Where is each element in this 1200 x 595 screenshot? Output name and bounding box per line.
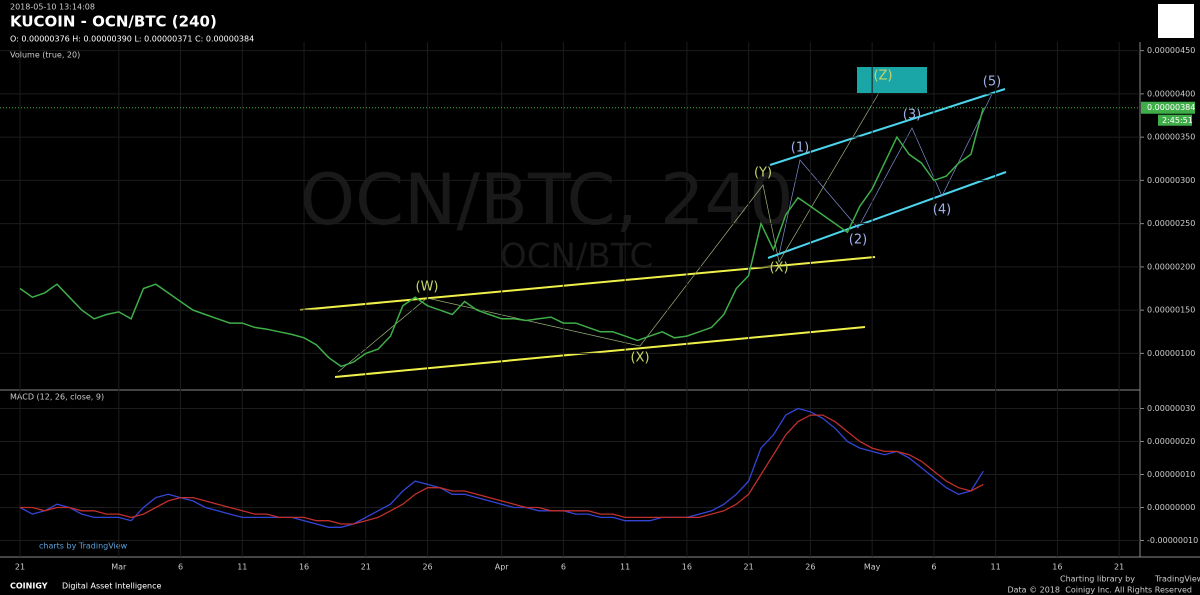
x-tick-label: 21 [1114, 563, 1124, 572]
y-tick-label: -0.00000010 [1147, 536, 1198, 545]
x-tick-label: 11 [991, 563, 1001, 572]
library-name: TradingView [1154, 575, 1200, 584]
y-tick-label: 0.00000010 [1147, 470, 1195, 479]
x-tick-label: 21 [15, 563, 25, 572]
library-credit: Charting library by [1060, 575, 1135, 584]
rights: Coinigy Inc. All Rights Reserved [1065, 586, 1192, 595]
macd-label: MACD (12, 26, close, 9) [10, 393, 104, 402]
y-tick-label: 0.00000400 [1147, 89, 1195, 98]
wave-label: (W) [416, 280, 439, 295]
x-tick-label: May [864, 563, 881, 572]
volume-label: Volume (true, 20) [10, 51, 80, 60]
x-tick-label: 21 [744, 563, 754, 572]
y-tick-label: 0.00000020 [1147, 437, 1195, 446]
chart-title: KUCOIN - OCN/BTC (240) [10, 13, 217, 31]
brand-tagline: Digital Asset Intelligence [62, 582, 162, 591]
wave-label: (2) [849, 233, 867, 248]
menu-button[interactable] [1158, 4, 1194, 38]
x-tick-label: 6 [178, 563, 183, 572]
wave-label: (X) [769, 261, 788, 276]
x-tick-label: 26 [422, 563, 432, 572]
y-tick-label: 0.00000450 [1147, 46, 1195, 55]
brand: COINIGY [10, 582, 48, 591]
wave-label: (5) [983, 75, 1001, 90]
trend-line [334, 326, 866, 378]
wave-label: (Y) [754, 166, 772, 181]
last-price-box [1141, 101, 1195, 114]
x-tick-label: 16 [1052, 563, 1062, 572]
y-tick-label: 0.00000100 [1147, 349, 1195, 358]
x-tick-label: 11 [237, 563, 247, 572]
x-tick-label: 11 [620, 563, 630, 572]
y-tick-label: 0.00000000 [1147, 503, 1195, 512]
wave-label: (3) [903, 108, 921, 123]
countdown-box [1158, 114, 1192, 126]
y-tick-label: 0.00000350 [1147, 133, 1195, 142]
y-tick-label: 0.00000200 [1147, 262, 1195, 271]
y-tick-label: 0.00000030 [1147, 404, 1195, 413]
trend-line [299, 256, 876, 311]
last-price-label: 0.00000384 [1147, 103, 1195, 112]
indicator-line [20, 414, 984, 525]
watermark: OCN/BTC, 240 [300, 159, 794, 241]
y-tick-label: 0.00000150 [1147, 306, 1195, 315]
y-tick-label: 0.00000250 [1147, 219, 1195, 228]
watermark-sub: OCN/BTC [500, 237, 653, 277]
ohlc: O: 0.00000376 H: 0.00000390 L: 0.0000037… [10, 35, 254, 44]
countdown: 2:45:51 [1162, 116, 1193, 125]
x-tick-label: 6 [931, 563, 936, 572]
wave-label: (4) [933, 203, 951, 218]
x-tick-label: 16 [299, 563, 309, 572]
channel-line [769, 88, 1006, 166]
price-line [19, 107, 985, 368]
wave-path [778, 93, 993, 256]
x-tick-label: 26 [805, 563, 815, 572]
x-tick-label: 21 [361, 563, 371, 572]
wave-label: (Z) [873, 69, 892, 84]
tv-credit: charts by TradingView [39, 542, 128, 551]
wave-label: (X) [630, 351, 649, 366]
channel-line [767, 171, 1007, 259]
x-tick-label: 6 [561, 563, 566, 572]
x-tick-label: Apr [495, 563, 510, 572]
x-tick-label: 16 [682, 563, 692, 572]
y-tick-label: 0.00000300 [1147, 176, 1195, 185]
timestamp: 2018-05-10 13:14:08 [10, 3, 95, 12]
x-tick-label: Mar [111, 563, 127, 572]
wave-label: (1) [791, 141, 809, 156]
copyright: Data © 2018 [1007, 586, 1060, 595]
target-box [857, 67, 927, 93]
